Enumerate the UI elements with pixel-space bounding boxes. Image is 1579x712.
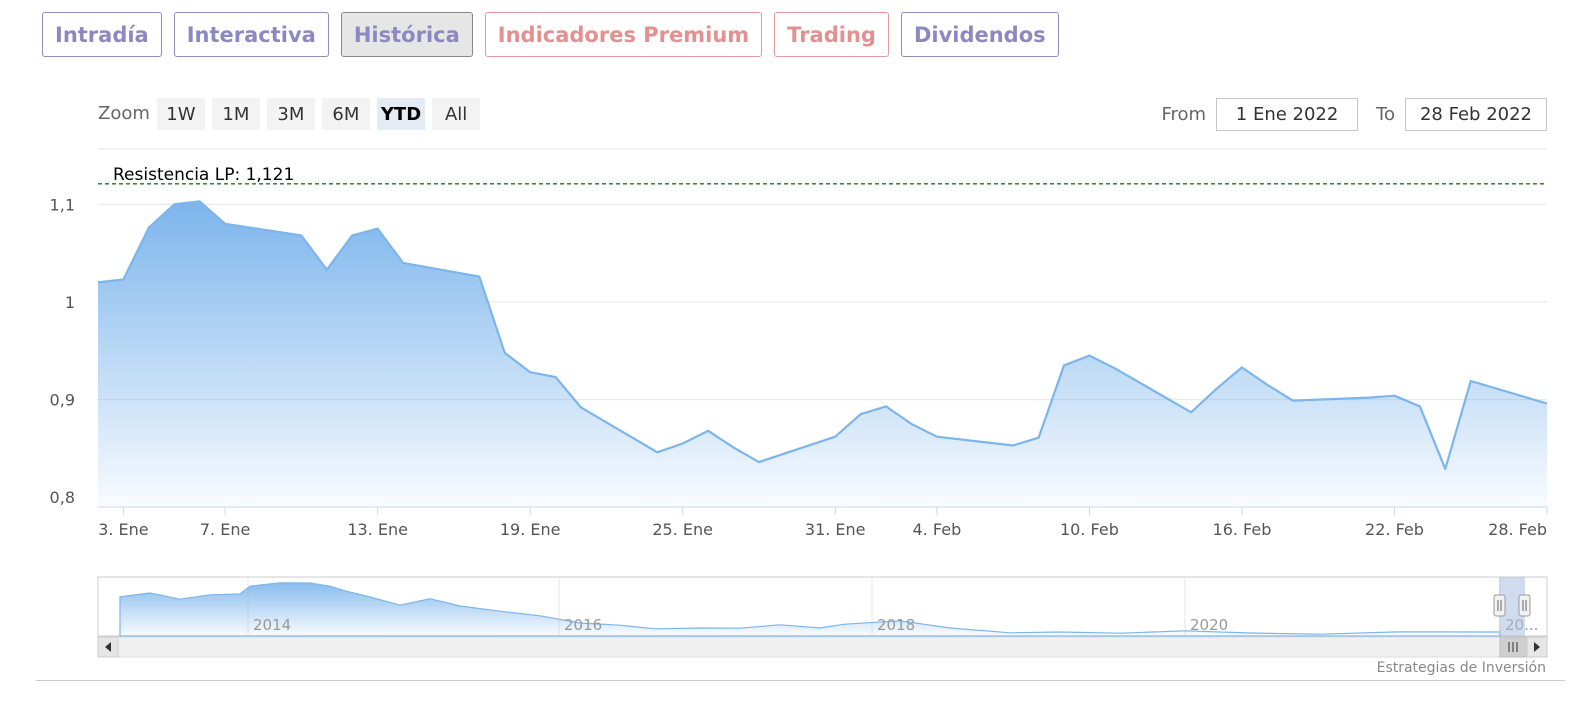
x-tick-label: 22. Feb	[1365, 520, 1424, 539]
x-tick-label: 3. Ene	[98, 520, 148, 539]
navigator[interactable]: 201420162018202020...	[97, 576, 1548, 637]
navigator-area	[119, 582, 1501, 637]
tab-interactiva[interactable]: Interactiva	[173, 12, 329, 57]
zoom-1m-button[interactable]: 1M	[211, 98, 260, 130]
zoom-selector: Zoom 1W 1M 3M 6M YTD All	[98, 98, 481, 130]
zoom-all-button[interactable]: All	[432, 98, 481, 130]
y-tick-label: 1,1	[50, 195, 75, 214]
navigator-year-label: 2014	[253, 616, 291, 634]
from-date-input[interactable]: 1 Ene 2022	[1216, 98, 1359, 131]
x-tick-label: 25. Ene	[652, 520, 713, 539]
y-tick-label: 0,9	[50, 391, 75, 410]
x-tick-label: 16. Feb	[1213, 520, 1272, 539]
x-tick-label: 7. Ene	[200, 520, 250, 539]
arrow-right-icon	[1534, 642, 1540, 652]
scrollbar-track[interactable]	[97, 636, 1548, 658]
x-tick-label: 31. Ene	[805, 520, 866, 539]
tab-intrad-a[interactable]: Intradía	[42, 12, 162, 57]
y-axis-labels: 1,1 1 0,9 0,8	[50, 195, 75, 507]
zoom-3m-button[interactable]: 3M	[266, 98, 315, 130]
tab-indicadores-premium[interactable]: Indicadores Premium	[484, 12, 763, 57]
x-tick-label: 13. Ene	[347, 520, 408, 539]
bottom-divider	[36, 680, 1565, 681]
resistance-label: Resistencia LP: 1,121	[113, 165, 294, 185]
price-area	[98, 201, 1547, 507]
navigator-left-handle[interactable]	[1493, 594, 1506, 617]
x-axis: 3. Ene 7. Ene 13. Ene 19. Ene 25. Ene 31. Ene…	[98, 507, 1548, 539]
chart-credits[interactable]: Estrategias de Inversión	[1377, 660, 1546, 676]
navigator-year-label: 2016	[564, 616, 602, 634]
tab-hist-rica[interactable]: Histórica	[340, 12, 473, 57]
zoom-label: Zoom	[98, 103, 150, 124]
zoom-buttons: 1W 1M 3M 6M YTD All	[156, 98, 481, 130]
to-date-input[interactable]: 28 Feb 2022	[1405, 98, 1547, 131]
chart-tabs: Intradía Interactiva Histórica Indicadores …	[42, 12, 1059, 57]
to-label: To	[1376, 104, 1395, 125]
zoom-ytd-button[interactable]: YTD	[376, 98, 426, 130]
zoom-1w-button[interactable]: 1W	[156, 98, 205, 130]
navigator-year-label: 2020	[1190, 616, 1228, 634]
tab-trading[interactable]: Trading	[774, 12, 889, 57]
zoom-6m-button[interactable]: 6M	[321, 98, 370, 130]
y-tick-label: 0,8	[50, 488, 75, 507]
x-tick-label: 19. Ene	[500, 520, 561, 539]
navigator-right-handle[interactable]	[1518, 594, 1531, 617]
price-line	[97, 200, 1548, 470]
date-range: From 1 Ene 2022 To 28 Feb 2022	[1161, 98, 1547, 131]
x-tick-label: 10. Feb	[1060, 520, 1119, 539]
y-tick-label: 1	[65, 293, 75, 312]
grip-icon	[1508, 642, 1518, 652]
x-tick-label: 28. Feb	[1488, 520, 1547, 539]
scrollbar[interactable]	[97, 636, 1548, 658]
tab-dividendos[interactable]: Dividendos	[900, 12, 1059, 57]
x-tick-label: 4. Feb	[913, 520, 962, 539]
arrow-left-icon	[105, 642, 111, 652]
from-label: From	[1161, 104, 1207, 125]
navigator-year-label: 2018	[877, 616, 915, 634]
navigator-labels: 201420162018202020...	[253, 616, 1538, 634]
